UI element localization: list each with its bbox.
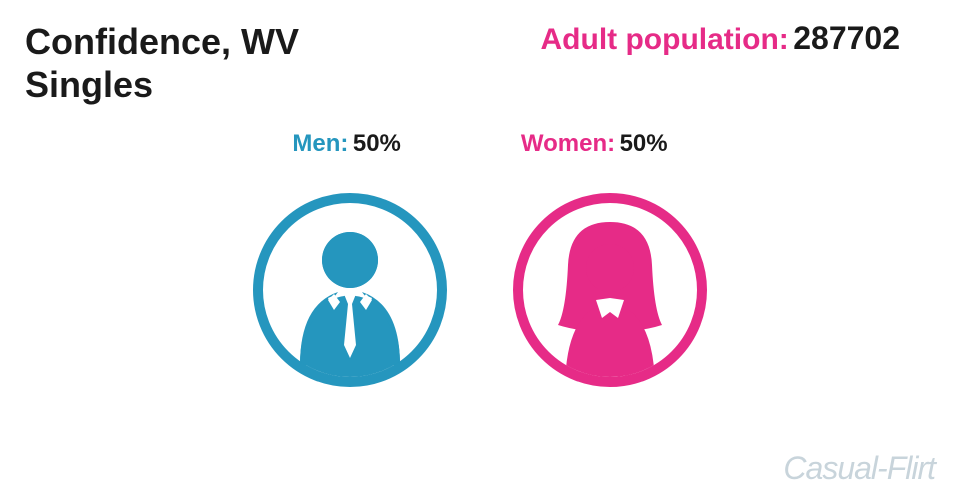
header-right: Adult population: 287702 — [541, 20, 901, 57]
men-label: Men: — [292, 130, 348, 157]
man-icon — [250, 190, 450, 390]
women-stat-block: Women: 50% — [521, 130, 668, 158]
location-line1: Confidence, WV — [25, 20, 299, 63]
woman-icon — [510, 190, 710, 390]
population-label: Adult population: — [541, 23, 789, 56]
women-label: Women: — [521, 130, 615, 157]
location-line2: Singles — [25, 63, 299, 106]
men-stat-block: Men: 50% — [292, 130, 401, 158]
watermark: Casual-Flirt — [783, 450, 935, 487]
icons-row — [0, 190, 960, 390]
men-percentage: 50% — [353, 130, 401, 157]
women-percentage: 50% — [620, 130, 668, 157]
stats-row: Men: 50% Women: 50% — [0, 130, 960, 158]
header-left: Confidence, WV Singles — [25, 20, 299, 106]
population-value: 287702 — [793, 20, 900, 56]
